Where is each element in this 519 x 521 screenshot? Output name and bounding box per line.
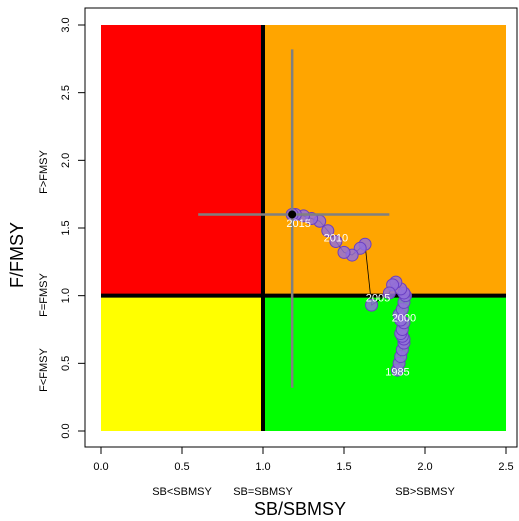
y-tick-label: 0.0 <box>60 423 72 438</box>
x-axis-title: SB/SBMSY <box>254 499 346 519</box>
quadrant <box>101 25 263 296</box>
year-label: 2000 <box>392 313 416 325</box>
region-label: F<FMSY <box>38 347 50 391</box>
quadrant <box>263 295 506 431</box>
x-tick-label: 0.5 <box>174 461 189 473</box>
region-label: SB=SBMSY <box>233 486 293 498</box>
trajectory-point <box>382 286 396 300</box>
year-label: 2015 <box>286 218 310 230</box>
year-label: 1985 <box>385 367 409 379</box>
year-label: 2005 <box>366 292 390 304</box>
y-tick-label: 2.5 <box>60 85 72 100</box>
current-point <box>288 210 297 219</box>
quadrant <box>263 25 506 296</box>
y-axis-title: F/FMSY <box>7 222 27 288</box>
y-tick-label: 0.5 <box>60 356 72 371</box>
trajectory-point <box>329 235 343 249</box>
y-tick-label: 2.0 <box>60 153 72 168</box>
trajectory-point <box>365 298 379 312</box>
region-label: F=FMSY <box>38 272 50 316</box>
x-tick-label: 2.0 <box>417 461 432 473</box>
trajectory-point <box>337 245 351 259</box>
x-tick-label: 1.5 <box>336 461 351 473</box>
y-tick-label: 3.0 <box>60 17 72 32</box>
region-label: F>FMSY <box>38 149 50 193</box>
trajectory-point <box>321 224 335 238</box>
x-tick-label: 0.0 <box>93 461 108 473</box>
x-tick-label: 2.5 <box>498 461 513 473</box>
region-label: SB<SBMSY <box>152 486 212 498</box>
x-tick-label: 1.0 <box>255 461 270 473</box>
y-tick-label: 1.0 <box>60 288 72 303</box>
year-label: 2010 <box>324 233 348 245</box>
region-label: SB>SBMSY <box>395 486 455 498</box>
quadrant <box>101 295 263 431</box>
y-tick-label: 1.5 <box>60 220 72 235</box>
